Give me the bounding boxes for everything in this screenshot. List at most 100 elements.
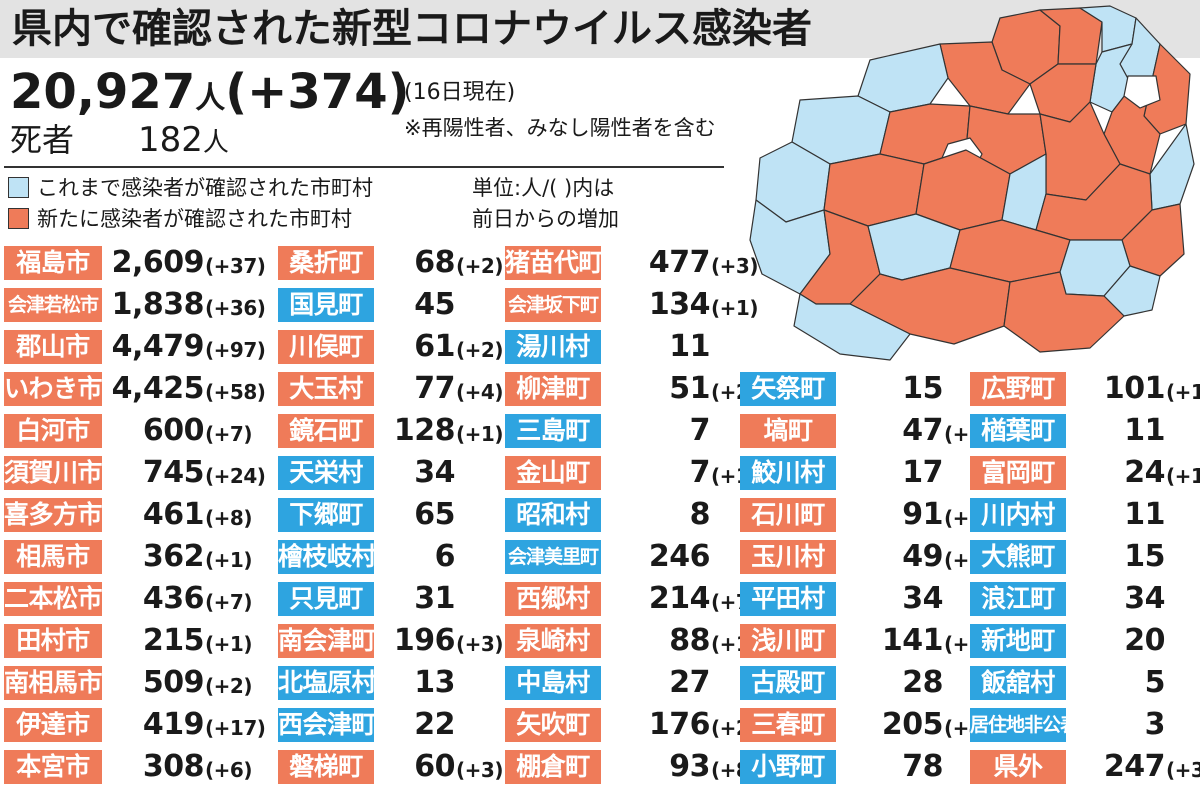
map-region — [793, 293, 911, 361]
map-region — [1003, 271, 1125, 353]
total-value: 20,927 — [10, 64, 196, 120]
municipality-row: 田村市 215 (+1) — [4, 623, 252, 659]
case-count: 17 — [902, 455, 943, 490]
municipality-row: 磐梯町 60 (+3) — [278, 749, 510, 785]
municipality-name: 三春町 — [740, 708, 836, 742]
case-count: 101 — [1103, 371, 1166, 406]
unit-note-line2: 前日からの増加 — [472, 207, 619, 231]
municipality-name: 玉川村 — [740, 540, 836, 574]
municipality-row: 湯川村 11 — [505, 329, 737, 365]
municipality-row: 会津坂下町 134 (+1) — [505, 287, 758, 323]
case-delta: (+1) — [456, 422, 503, 446]
deaths-unit: 人 — [202, 128, 229, 158]
municipality-row: 浪江町 34 — [970, 581, 1200, 617]
municipality-name: 福島市 — [4, 246, 102, 280]
case-count: 1,838 — [111, 287, 205, 322]
municipality-name: 伊達市 — [4, 708, 102, 742]
municipality-row: 平田村 34 — [740, 581, 972, 617]
municipality-name: 古殿町 — [740, 666, 836, 700]
date-note: (16日現在) — [404, 80, 516, 105]
case-count: 308 — [142, 749, 205, 784]
municipality-name: 下郷町 — [278, 498, 374, 532]
municipality-name: 二本松市 — [4, 582, 102, 616]
case-count: 45 — [414, 287, 455, 322]
case-delta: (+2) — [205, 674, 252, 698]
case-count: 2,609 — [111, 245, 205, 280]
case-count: 27 — [669, 665, 710, 700]
case-count: 88 — [669, 623, 710, 658]
municipality-row: 相馬市 362 (+1) — [4, 539, 252, 575]
municipality-row: 柳津町 51 (+2) — [505, 371, 758, 407]
case-count: 196 — [393, 623, 456, 658]
case-delta: (+3) — [456, 758, 503, 782]
municipality-name: 須賀川市 — [4, 456, 102, 490]
municipality-row: 北塩原村 13 — [278, 665, 510, 701]
unit-note-line1: 単位:人/( )内は — [472, 176, 615, 200]
case-count: 509 — [142, 665, 205, 700]
municipality-row: 本宮市 308 (+6) — [4, 749, 252, 785]
municipality-name: 檜枝岐村 — [278, 540, 374, 574]
municipality-name: 只見町 — [278, 582, 374, 616]
municipality-name: いわき市 — [4, 372, 102, 406]
municipality-row: 矢祭町 15 — [740, 371, 972, 407]
municipality-row: 郡山市 4,479 (+97) — [4, 329, 266, 365]
case-delta: (+2) — [456, 254, 503, 278]
municipality-name: 広野町 — [970, 372, 1066, 406]
case-delta: (+97) — [205, 338, 266, 362]
case-count: 8 — [689, 497, 711, 532]
municipality-row: 桑折町 68 (+2) — [278, 245, 510, 281]
case-count: 477 — [648, 245, 711, 280]
municipality-row: 三島町 7 — [505, 413, 737, 449]
municipality-row: 玉川村 49 (+6) — [740, 539, 991, 575]
case-delta: (+4) — [456, 380, 503, 404]
case-count: 34 — [902, 581, 943, 616]
municipality-row: 檜枝岐村 6 — [278, 539, 510, 575]
case-count: 51 — [669, 371, 710, 406]
municipality-row: 大熊町 15 — [970, 539, 1200, 575]
municipality-row: 古殿町 28 — [740, 665, 972, 701]
municipality-name: 川俣町 — [278, 330, 374, 364]
municipality-name: 天栄村 — [278, 456, 374, 490]
municipality-row: 国見町 45 — [278, 287, 510, 323]
municipality-name: 石川町 — [740, 498, 836, 532]
municipality-row: 西郷村 214 (+7) — [505, 581, 758, 617]
case-count: 15 — [902, 371, 943, 406]
municipality-row: 須賀川市 745 (+24) — [4, 455, 266, 491]
map-region — [939, 41, 1031, 115]
municipality-name: 川内村 — [970, 498, 1066, 532]
municipality-name: 県外 — [970, 750, 1066, 784]
municipality-row: 三春町 205 (+4) — [740, 707, 991, 743]
municipality-row: 塙町 47 (+2) — [740, 413, 991, 449]
case-count: 461 — [142, 497, 205, 532]
municipality-row: 下郷町 65 — [278, 497, 510, 533]
municipality-row: 昭和村 8 — [505, 497, 737, 533]
municipality-row: 鏡石町 128 (+1) — [278, 413, 510, 449]
municipality-row: 広野町 101(+1) — [970, 371, 1200, 407]
case-count: 214 — [648, 581, 711, 616]
case-count: 24 — [1124, 455, 1165, 490]
municipality-name: 矢祭町 — [740, 372, 836, 406]
municipality-name: 矢吹町 — [505, 708, 601, 742]
municipality-row: 大玉村 77 (+4) — [278, 371, 510, 407]
municipality-row: 喜多方市 461 (+8) — [4, 497, 252, 533]
case-count: 77 — [414, 371, 455, 406]
municipality-row: 福島市 2,609 (+37) — [4, 245, 266, 281]
case-delta: (+7) — [205, 422, 252, 446]
municipality-name: 南会津町 — [278, 624, 374, 658]
case-delta: (+37) — [205, 254, 266, 278]
municipality-name: 喜多方市 — [4, 498, 102, 532]
municipality-name: 会津坂下町 — [505, 288, 601, 322]
case-count: 362 — [142, 539, 205, 574]
legend-new: 新たに感染者が確認された市町村 — [8, 205, 352, 233]
municipality-name: 会津若松市 — [4, 288, 102, 322]
municipality-row: 会津若松市 1,838 (+36) — [4, 287, 266, 323]
municipality-row: 天栄村 34 — [278, 455, 510, 491]
municipality-name: 北塩原村 — [278, 666, 374, 700]
municipality-row: 南会津町 196 (+3) — [278, 623, 510, 659]
municipality-row: 鮫川村 17 — [740, 455, 972, 491]
municipality-row: 新地町 20 — [970, 623, 1200, 659]
municipality-name: 田村市 — [4, 624, 102, 658]
case-delta: (+17) — [205, 716, 266, 740]
case-count: 47 — [902, 413, 943, 448]
